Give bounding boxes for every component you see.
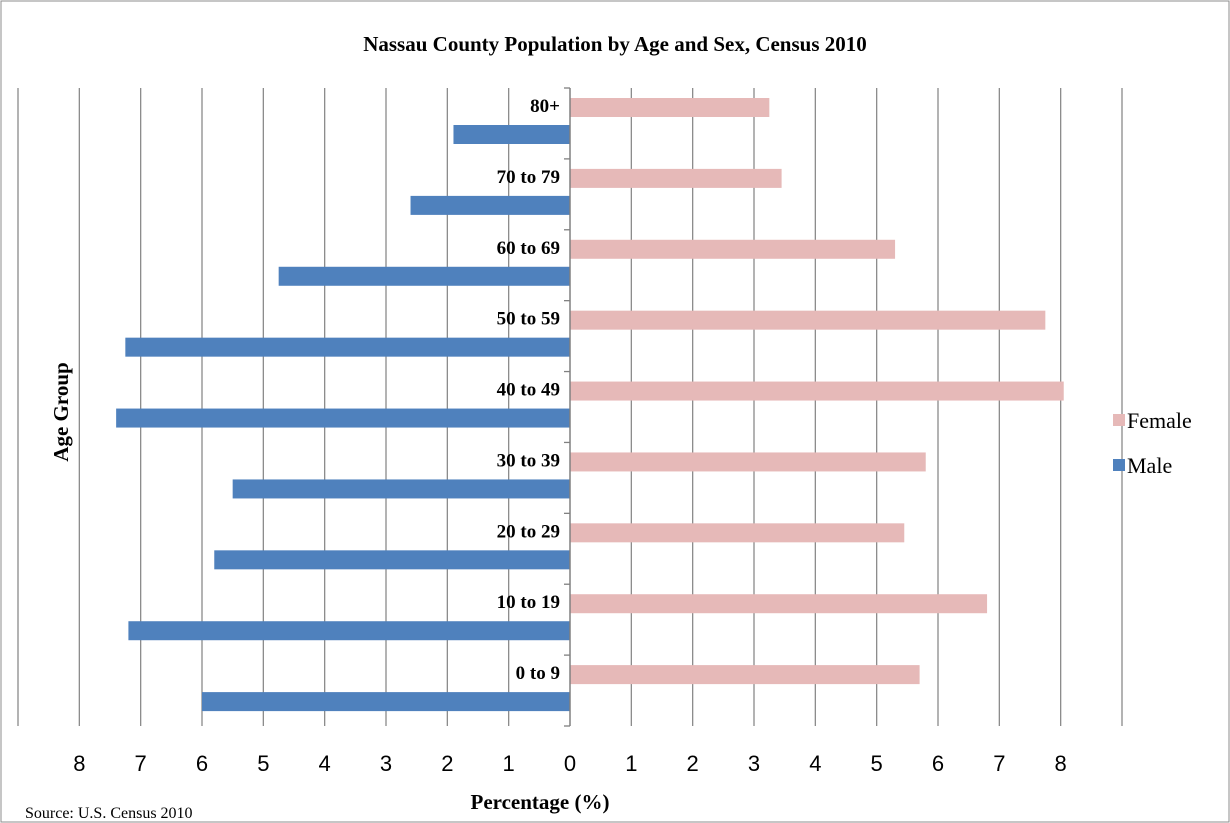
x-tick-label: 5 <box>257 751 269 776</box>
x-tick-label: 7 <box>135 751 147 776</box>
bar-male <box>278 266 570 286</box>
category-label: 30 to 39 <box>497 450 560 471</box>
x-tick-label: 4 <box>809 751 821 776</box>
bar-female <box>570 381 1064 401</box>
bar-female <box>570 665 920 685</box>
bar-female <box>570 594 988 614</box>
legend-label-male: Male <box>1127 453 1172 478</box>
gridlines <box>17 87 1123 727</box>
legend-swatch-male <box>1113 459 1125 471</box>
bar-male <box>202 692 570 712</box>
bar-male <box>410 195 570 215</box>
x-tick-label: 3 <box>748 751 760 776</box>
legend-swatch-female <box>1113 414 1125 426</box>
x-tick-label: 5 <box>871 751 883 776</box>
bar-male <box>214 550 570 570</box>
category-label: 40 to 49 <box>497 380 560 401</box>
x-tick-label: 7 <box>993 751 1005 776</box>
x-tick-labels: 8 7 6 5 4 3 2 1 0 1 2 3 4 5 6 7 8 <box>73 751 1067 776</box>
category-label: 0 to 9 <box>516 663 560 684</box>
bar-male <box>125 337 570 357</box>
category-label: 50 to 59 <box>497 309 560 330</box>
x-tick-label: 3 <box>380 751 392 776</box>
x-tick-label: 0 <box>564 751 576 776</box>
category-label: 80+ <box>530 96 560 117</box>
y-axis-title: Age Group <box>49 362 73 461</box>
x-tick-label: 2 <box>687 751 699 776</box>
category-label: 70 to 79 <box>497 167 560 188</box>
x-tick-label: 8 <box>73 751 85 776</box>
bars <box>116 98 1064 712</box>
category-label: 10 to 19 <box>497 592 560 613</box>
category-label: 60 to 69 <box>497 238 560 259</box>
chart-title: Nassau County Population by Age and Sex,… <box>363 32 867 56</box>
legend-label-female: Female <box>1127 408 1192 433</box>
x-tick-label: 6 <box>196 751 208 776</box>
bar-male <box>116 408 570 428</box>
x-tick-label: 6 <box>932 751 944 776</box>
x-tick-label: 4 <box>319 751 331 776</box>
bar-female <box>570 98 770 117</box>
bar-female <box>570 310 1046 330</box>
bar-male <box>453 125 570 144</box>
category-label: 20 to 29 <box>497 521 560 542</box>
legend: Female Male <box>1113 408 1192 478</box>
x-tick-label: 2 <box>441 751 453 776</box>
bar-female <box>570 452 926 472</box>
bar-male <box>232 479 570 499</box>
bar-female <box>570 168 782 188</box>
x-tick-label: 1 <box>503 751 515 776</box>
bar-female <box>570 523 905 543</box>
bar-female <box>570 239 896 259</box>
category-labels: 0 to 9 10 to 19 20 to 29 30 to 39 40 to 49 50… <box>497 96 560 684</box>
x-axis-title: Percentage (%) <box>471 790 610 814</box>
x-tick-label: 1 <box>625 751 637 776</box>
bar-male <box>128 621 570 641</box>
x-tick-label: 8 <box>1055 751 1067 776</box>
source-note: Source: U.S. Census 2010 <box>25 805 193 822</box>
